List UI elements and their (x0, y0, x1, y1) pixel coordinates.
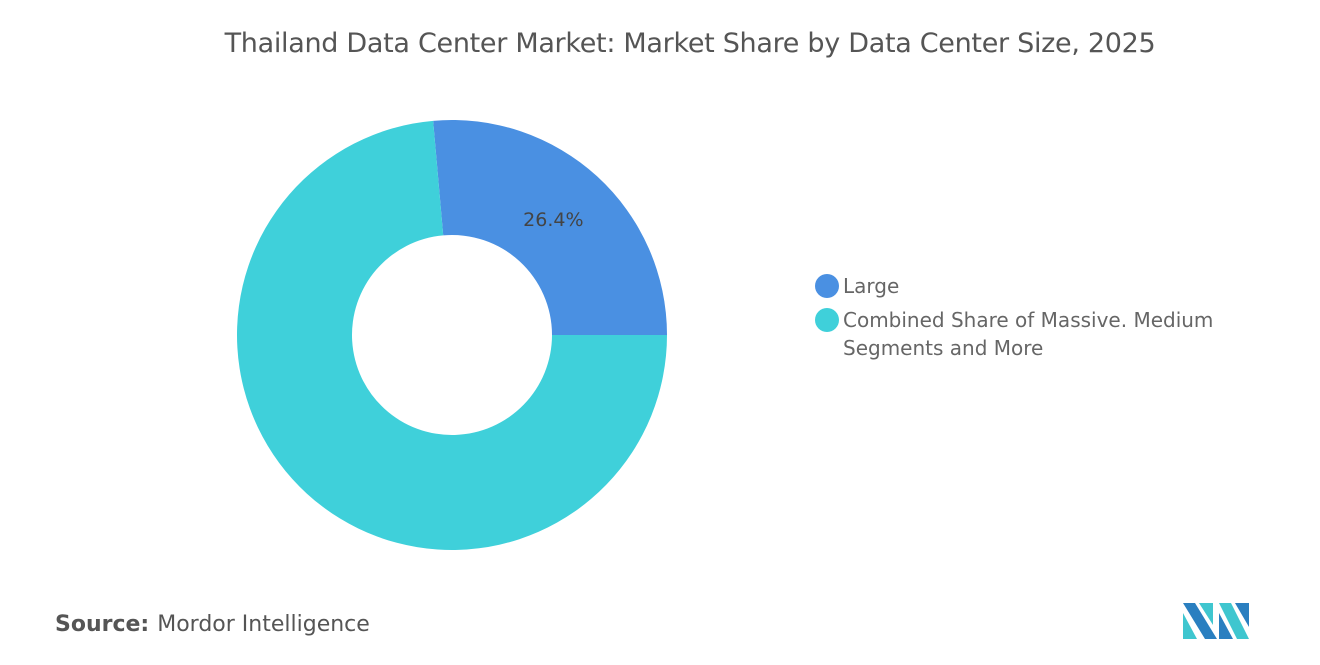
source-text: Mordor Intelligence (157, 612, 370, 637)
donut-slice-1 (237, 120, 668, 551)
legend-item-large: Large (815, 272, 1233, 300)
legend-swatch-large (815, 274, 839, 298)
mordor-logo (1183, 603, 1249, 639)
legend-item-combined: Combined Share of Massive. Medium Segmen… (815, 306, 1233, 362)
data-label-0: 26.4% (523, 209, 583, 231)
source-note: Source: Mordor Intelligence (55, 612, 370, 637)
legend: Large Combined Share of Massive. Medium … (815, 272, 1233, 368)
chart-title: Thailand Data Center Market: Market Shar… (224, 28, 1156, 59)
legend-label: Combined Share of Massive. Medium Segmen… (843, 308, 1214, 360)
donut-chart: 26.4% (237, 120, 668, 551)
legend-swatch-combined (815, 308, 839, 332)
donut-slice-0 (433, 120, 667, 335)
source-label: Source: (55, 612, 150, 637)
legend-label: Large (843, 274, 900, 298)
